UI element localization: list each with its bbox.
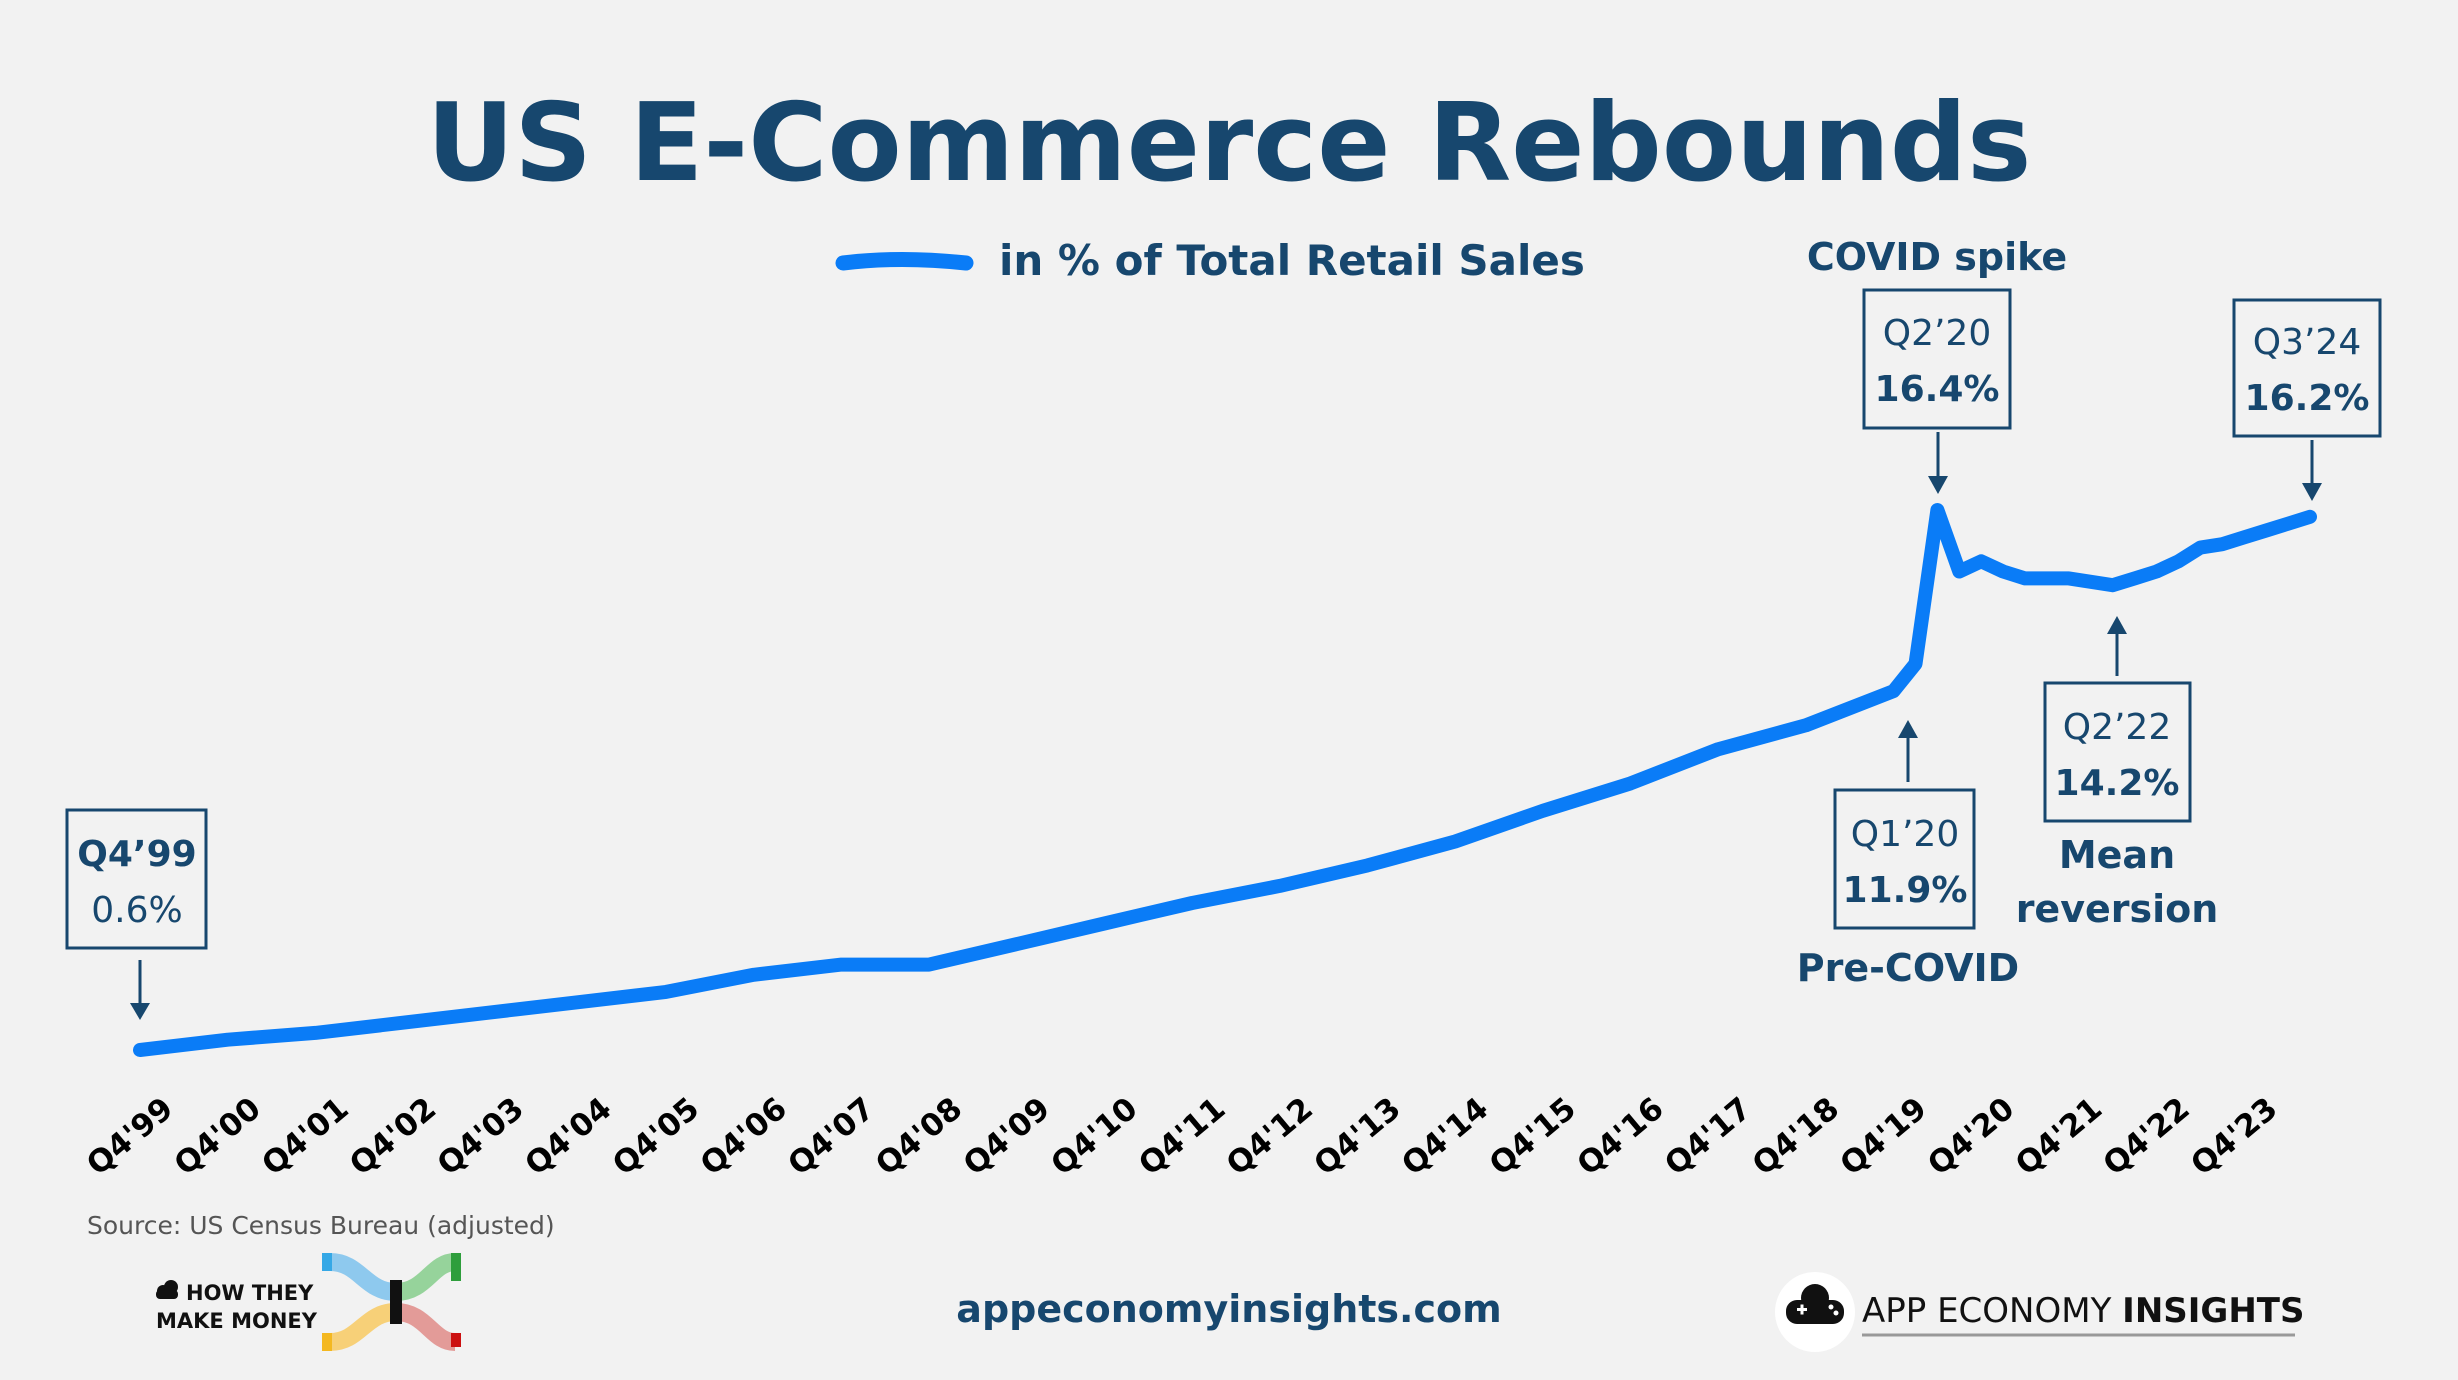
source-note: Source: US Census Bureau (adjusted) [87, 1211, 555, 1240]
x-tick-label: Q4'20 [1921, 1091, 2021, 1183]
flow-yellow [329, 1303, 397, 1351]
arrow-head [2302, 483, 2322, 501]
legend-label: in % of Total Retail Sales [999, 236, 1585, 285]
annotation-label: Q1’20 [1851, 814, 1960, 855]
annotation-q499: Q4’99 0.6% [65, 808, 208, 1020]
annotation-note-line-2: reversion [2016, 887, 2219, 931]
annotation-q120: Q1’20 11.9% Pre-COVID [1797, 720, 2019, 990]
x-tick-label: Q4'13 [1307, 1091, 1407, 1183]
arrow-head [130, 1003, 150, 1020]
x-tick-label: Q4'10 [1044, 1091, 1144, 1183]
annotation-value: 14.2% [2055, 763, 2180, 804]
annotation-label: Q2’22 [2063, 707, 2172, 748]
x-axis-ticks: Q4'99Q4'00Q4'01Q4'02Q4'03Q4'04Q4'05Q4'06… [80, 1091, 2284, 1183]
gamepad-icon [1786, 1284, 1844, 1324]
annotation-box [2232, 298, 2382, 438]
x-tick-label: Q4'12 [1220, 1091, 1320, 1183]
htm-line-2: MAKE MONEY [156, 1309, 318, 1333]
annotation-box [1833, 788, 1976, 930]
annotation-q222: Q2’22 14.2% Mean reversion [2016, 616, 2219, 931]
x-tick-label: Q4'16 [1570, 1091, 1670, 1183]
legend-swatch [835, 252, 974, 271]
annotation-box [2043, 681, 2192, 823]
x-tick-label: Q4'07 [781, 1091, 881, 1183]
annotation-q220: COVID spike Q2’20 16.4% [1807, 235, 2067, 494]
x-tick-label: Q4'04 [518, 1091, 618, 1183]
x-tick-label: Q4'00 [168, 1091, 268, 1183]
arrow-head [2107, 616, 2127, 634]
x-tick-label: Q4'02 [343, 1091, 443, 1183]
arrow-head [1898, 720, 1918, 738]
annotation-q324: Q3’24 16.2% [2232, 298, 2382, 501]
aei-bold: INSIGHTS [2122, 1291, 2304, 1331]
annotation-label: Q2’20 [1883, 313, 1992, 354]
x-tick-label: Q4'22 [2097, 1091, 2197, 1183]
flow-red [395, 1303, 457, 1351]
x-tick-label: Q4'99 [80, 1091, 180, 1183]
x-tick-label: Q4'06 [694, 1091, 794, 1183]
flow-green [395, 1253, 457, 1301]
x-tick-label: Q4'11 [1132, 1091, 1232, 1183]
x-tick-label: Q4'09 [957, 1091, 1057, 1183]
annotation-label: Q3’24 [2253, 322, 2362, 363]
aei-wordmark: APP ECONOMY INSIGHTS [1862, 1291, 2304, 1331]
cloud-icon [156, 1280, 178, 1299]
chart-title: US E-Commerce Rebounds [427, 81, 2032, 206]
annotation-note-line-1: Mean [2059, 833, 2175, 877]
annotation-value: 0.6% [91, 890, 182, 931]
x-tick-label: Q4'19 [1834, 1091, 1934, 1183]
x-tick-label: Q4'08 [869, 1091, 969, 1183]
htm-line-1: HOW THEY [186, 1281, 314, 1305]
flow-blue [329, 1253, 397, 1301]
annotation-value: 16.4% [1875, 369, 2000, 410]
annotation-value: 11.9% [1843, 870, 1968, 911]
aei-regular: APP ECONOMY [1862, 1291, 2122, 1331]
annotation-note: COVID spike [1807, 235, 2067, 279]
x-tick-label: Q4'14 [1395, 1091, 1495, 1183]
app-economy-insights-logo: APP ECONOMY INSIGHTS [1775, 1272, 2304, 1352]
annotation-note: Pre-COVID [1797, 946, 2019, 990]
arrow-head [1928, 476, 1948, 494]
annotation-label: Q4’99 [77, 834, 196, 875]
series-line [133, 503, 2317, 1057]
x-tick-label: Q4'18 [1746, 1091, 1846, 1183]
x-tick-label: Q4'17 [1658, 1091, 1758, 1183]
x-tick-label: Q4'23 [2184, 1091, 2284, 1183]
annotation-value: 16.2% [2245, 378, 2370, 419]
x-tick-label: Q4'05 [606, 1091, 706, 1183]
x-tick-label: Q4'21 [2009, 1091, 2109, 1183]
annotation-box [65, 808, 208, 950]
x-tick-label: Q4'03 [431, 1091, 531, 1183]
x-tick-label: Q4'15 [1483, 1091, 1583, 1183]
annotation-box [1862, 288, 2012, 430]
how-they-make-money-logo: HOW THEY MAKE MONEY [156, 1253, 461, 1351]
legend: in % of Total Retail Sales [835, 236, 1585, 285]
x-tick-label: Q4'01 [255, 1091, 355, 1183]
website-link[interactable]: appeconomyinsights.com [956, 1287, 1501, 1331]
